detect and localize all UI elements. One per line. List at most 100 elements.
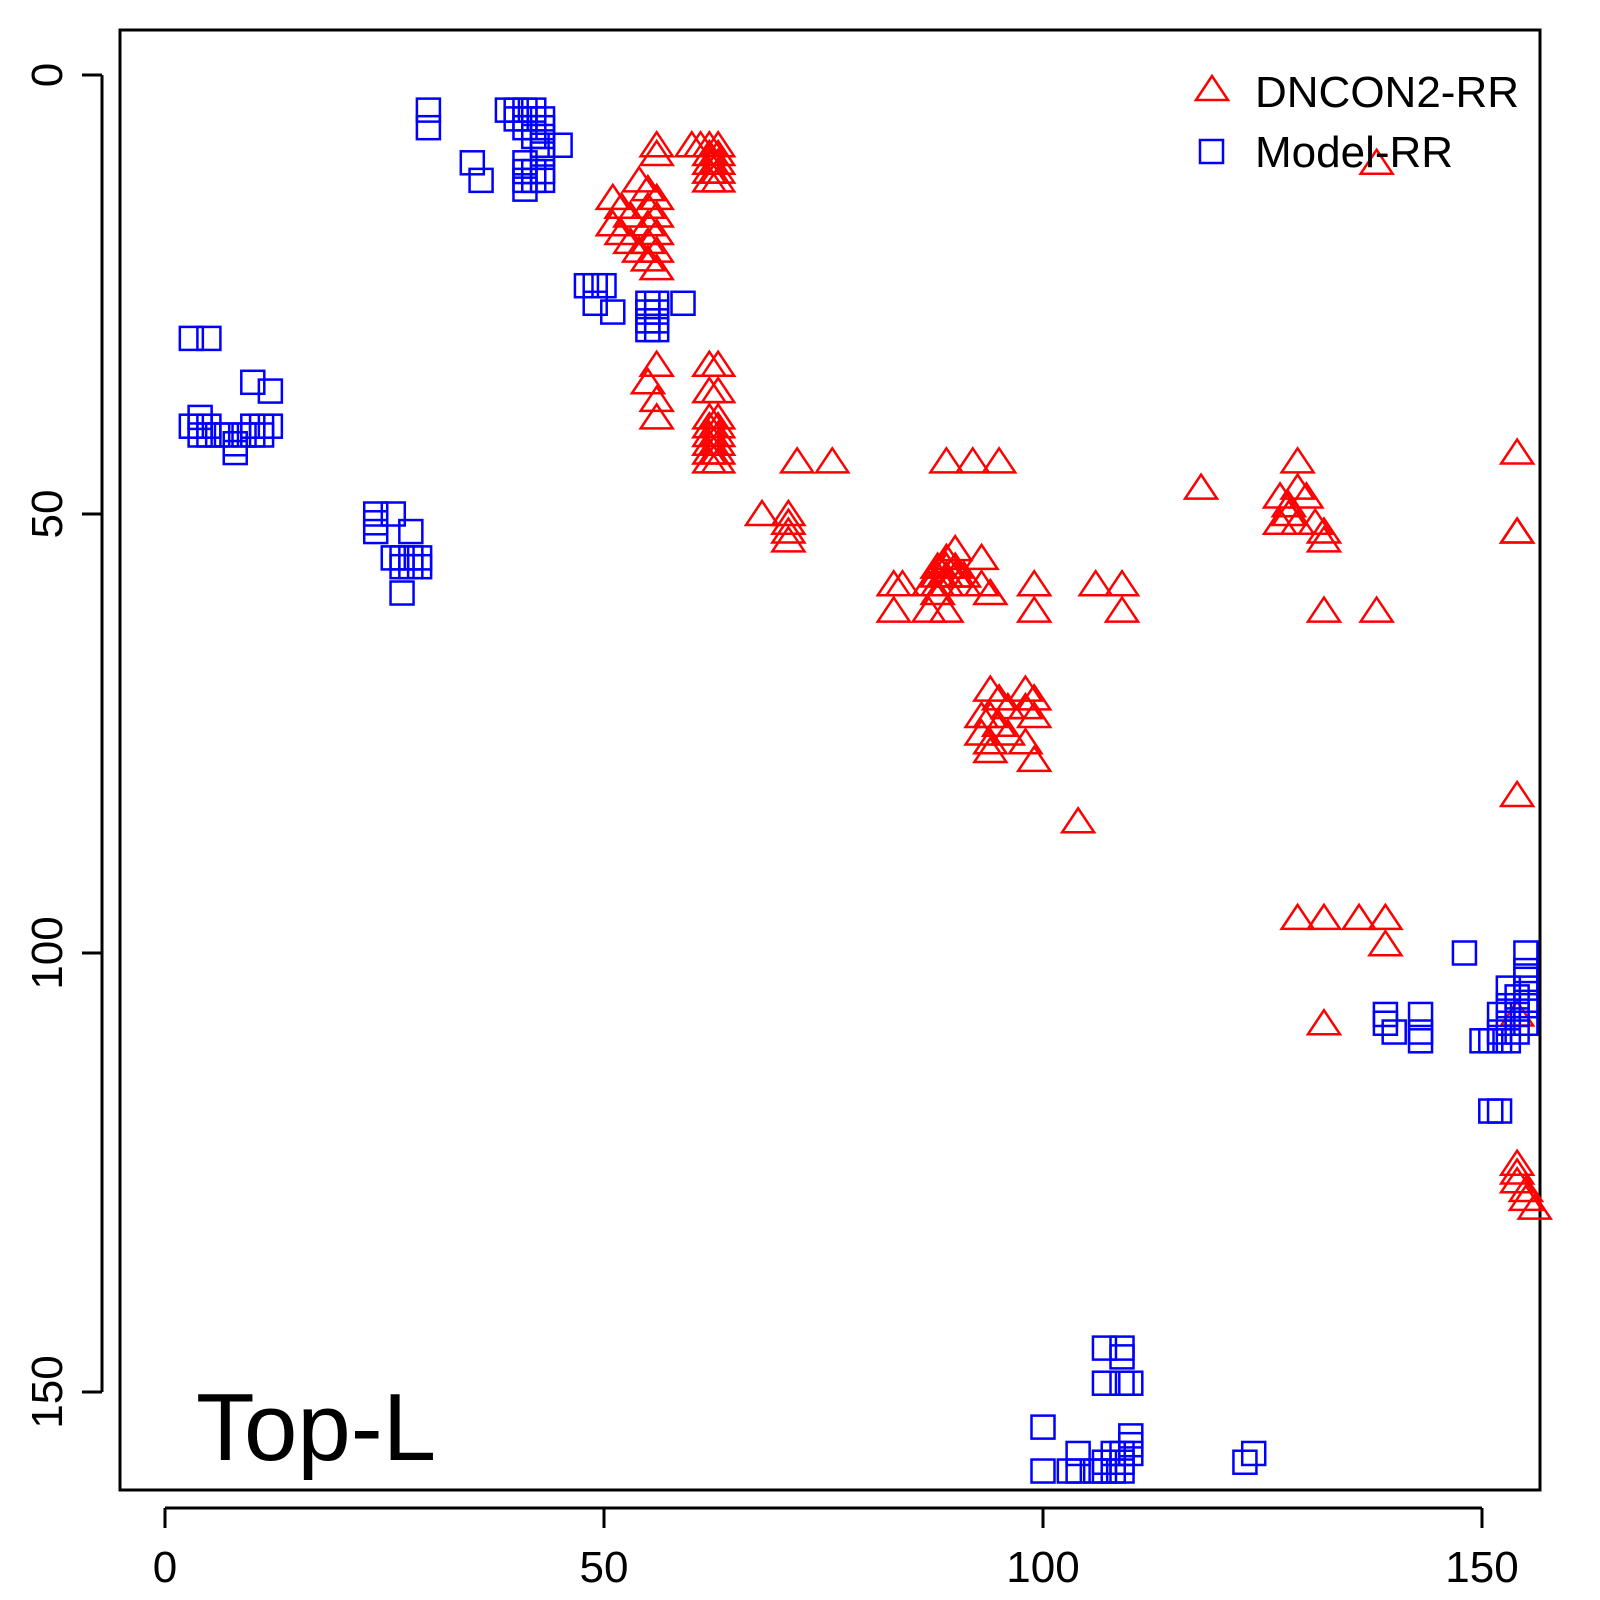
square-point [635,316,661,343]
square-point [1118,1423,1144,1449]
square-point [503,106,529,132]
triangle-point [963,700,1000,729]
triangle-point [1498,779,1536,808]
square-point [521,106,547,132]
square-point [389,580,415,606]
triangle-point [638,349,676,377]
triangle-point [954,446,992,474]
square-point [521,114,547,141]
square-point [512,97,538,123]
triangle-point [1507,1174,1545,1203]
square-point [635,308,661,334]
square-point [398,518,424,545]
square-point [1056,1458,1083,1484]
square-point [1109,1449,1135,1475]
square-point [222,439,248,466]
square-point [512,106,538,132]
square-point [1513,992,1539,1019]
square-point [240,369,266,396]
square-point [196,422,222,448]
square-point [1109,1458,1135,1484]
triangle-point [1279,446,1316,474]
square-point [1100,1449,1126,1475]
square-point [1486,1019,1513,1045]
square-point [1478,1098,1504,1124]
panel-annotation: Top-L [196,1374,436,1481]
square-point [1232,1449,1258,1475]
square-point [521,123,547,150]
x-tick-label: 50 [580,1543,629,1592]
square-point [187,413,213,439]
triangle-point [936,533,974,562]
triangle-point [1516,1192,1554,1220]
triangle-point [945,560,983,588]
square-point [1109,1335,1135,1361]
triangle-point [699,349,737,377]
square-point [494,97,521,123]
square-point [1513,966,1539,993]
triangle-point [1077,568,1115,597]
plot-frame [118,28,1542,1492]
triangle-point [1340,902,1378,931]
triangle-point [963,542,1000,571]
square-point [248,413,275,439]
square-point [582,290,608,317]
square-point [521,167,547,194]
square-point [643,299,670,325]
triangle-point [1015,744,1053,773]
square-point [643,308,670,334]
triangle-point [1367,902,1404,931]
square-point [362,501,389,527]
square-point [1504,1001,1530,1028]
triangle-point [1015,700,1053,729]
square-point [635,290,661,317]
square-point [1407,1028,1434,1054]
square-point [213,422,240,448]
square-point [398,545,424,571]
triangle-point [1498,437,1536,465]
square-point [187,422,213,448]
triangle-point [629,367,667,395]
square-point [1504,984,1530,1010]
triangle-point [778,446,816,474]
square-point [503,97,529,123]
triangle-point [1305,1007,1343,1036]
square-point [398,553,424,580]
square-point [1091,1458,1118,1484]
triangle-point [1305,516,1343,544]
square-point [529,158,556,185]
triangle-point [612,200,649,228]
y-tick-label: 0 [23,63,72,87]
triangle-point [770,498,807,527]
square-point [1118,1431,1144,1458]
square-point [547,132,573,158]
square-point [573,272,600,299]
square-point [231,422,257,448]
triangle-point [1279,507,1316,536]
square-point [1109,1344,1135,1370]
triangle-point [1103,568,1141,597]
square-point [196,325,222,352]
triangle-point [971,727,1009,755]
triangle-point [928,560,965,588]
square-point [362,510,389,536]
triangle-point [963,718,1000,746]
square-point [529,114,556,141]
square-point [1109,1440,1135,1467]
y-tick-label: 150 [23,1355,72,1428]
square-point [1118,1440,1144,1467]
triangle-point [699,375,737,404]
square-point [1478,1028,1504,1054]
y-tick-label: 100 [23,916,72,989]
x-tick-label: 0 [153,1543,177,1592]
triangle-point [1498,516,1536,544]
y-tick-label: 50 [23,490,72,539]
square-point [1118,1370,1144,1396]
triangle-point [1498,1148,1536,1176]
triangle-point [1182,472,1220,500]
square-point [204,422,231,448]
square-point [415,114,442,141]
square-point [178,413,205,439]
square-point [240,413,266,439]
